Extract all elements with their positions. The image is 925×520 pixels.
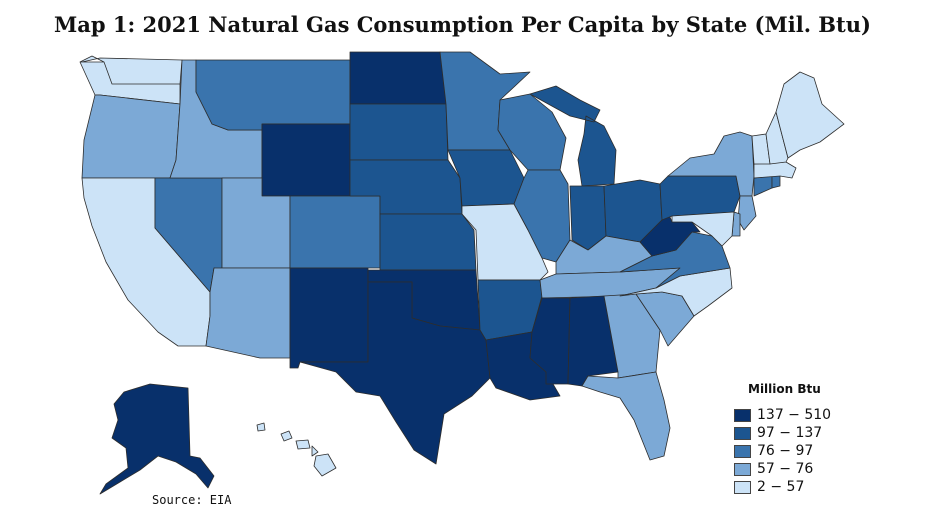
- state-north-dakota: [349, 51, 447, 105]
- state-alaska: [99, 383, 215, 495]
- legend-item: 76 − 97: [734, 442, 831, 460]
- legend-item: 57 − 76: [734, 460, 831, 478]
- legend-label: 57 − 76: [757, 461, 814, 477]
- state-kansas: [379, 213, 477, 271]
- state-colorado: [289, 195, 381, 269]
- state-washington: [79, 55, 183, 105]
- state-oregon: [81, 94, 181, 179]
- legend-label: 97 − 137: [757, 425, 823, 441]
- state-new-jersey: [737, 195, 757, 231]
- state-montana: [195, 59, 351, 131]
- legend-title: Million Btu: [748, 382, 821, 396]
- legend-label: 137 − 510: [757, 407, 832, 423]
- state-michigan: [529, 85, 617, 187]
- map-legend: Million Btu 137 − 510 97 − 137 76 − 97 5…: [734, 382, 831, 496]
- state-new-mexico: [289, 267, 369, 369]
- legend-item: 97 − 137: [734, 424, 831, 442]
- legend-swatch: [734, 426, 751, 440]
- legend-label: 76 − 97: [757, 443, 814, 459]
- source-note: Source: EIA: [152, 493, 232, 507]
- legend-label: 2 − 57: [757, 479, 805, 495]
- state-wyoming: [261, 123, 351, 197]
- state-maryland: [671, 211, 735, 247]
- state-new-hampshire: [765, 111, 789, 165]
- legend-item: 137 − 510: [734, 406, 831, 424]
- legend-swatch: [734, 444, 751, 458]
- legend-item: 2 − 57: [734, 478, 831, 496]
- state-connecticut: [753, 175, 773, 197]
- state-rhode-island: [771, 175, 781, 189]
- legend-swatch: [734, 462, 751, 476]
- state-maine: [775, 71, 845, 159]
- state-hawaii: [256, 422, 337, 477]
- legend-swatch: [734, 408, 751, 422]
- state-arizona: [205, 267, 291, 359]
- state-florida: [581, 371, 671, 461]
- legend-swatch: [734, 480, 751, 494]
- state-south-dakota: [349, 103, 449, 161]
- map-title: Map 1: 2021 Natural Gas Consumption Per …: [54, 12, 871, 37]
- state-illinois: [513, 169, 571, 263]
- state-texas: [299, 281, 491, 465]
